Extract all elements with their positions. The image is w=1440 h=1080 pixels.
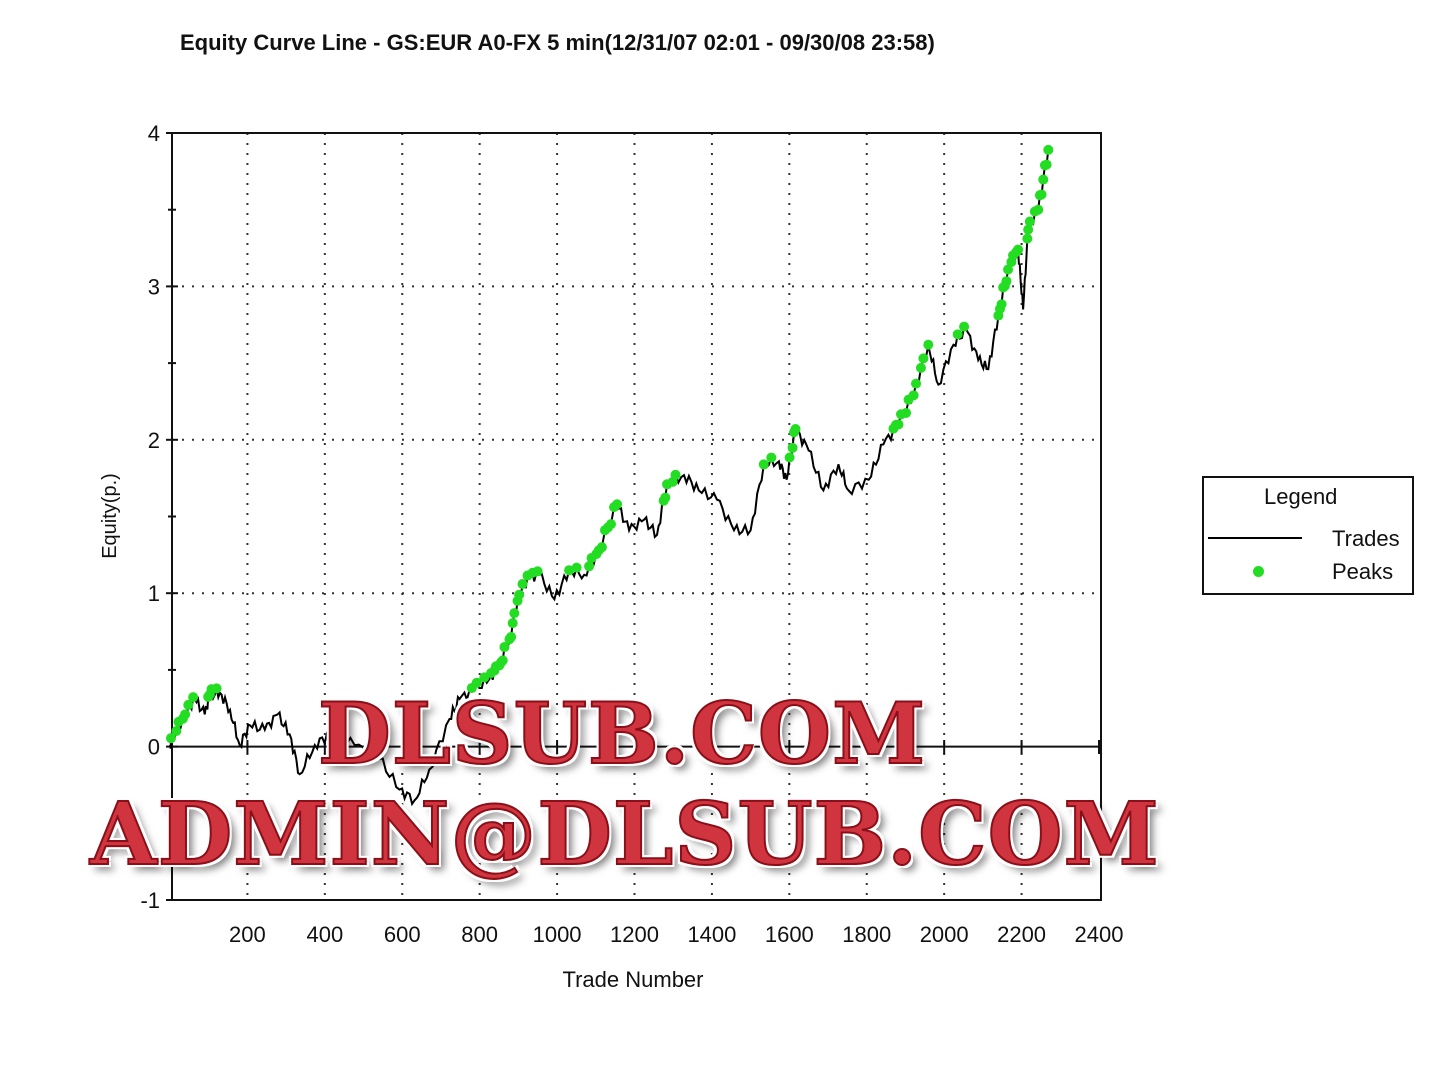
- peak-point: [1043, 144, 1054, 155]
- x-tick-label: 2200: [997, 922, 1046, 947]
- peak-point: [499, 642, 510, 653]
- peak-point: [180, 709, 191, 720]
- watermark-line-2: ADMIN@DLSUB.COM: [89, 784, 1160, 885]
- y-axis-label: Equity(p.): [99, 473, 121, 559]
- peak-point: [183, 699, 194, 710]
- axes: [166, 132, 1101, 901]
- x-tick-label: 1200: [610, 922, 659, 947]
- peak-point: [790, 424, 801, 435]
- peak-point: [606, 519, 617, 530]
- peak-point: [1022, 233, 1033, 244]
- x-tick-label: 800: [461, 922, 498, 947]
- x-axis-label: Trade Number: [562, 967, 703, 992]
- peak-point: [514, 589, 525, 600]
- legend: Legend Trades Peaks: [1202, 476, 1414, 595]
- tick-labels: 200 400 600 800 1000 1200 1400 1600 1800 2000 2200…: [140, 121, 1123, 947]
- peak-point: [1001, 276, 1012, 287]
- legend-trades-swatch: [1208, 537, 1302, 539]
- x-tick-label: 1600: [765, 922, 814, 947]
- peak-point: [660, 492, 671, 503]
- y-tick-label: -1: [140, 888, 160, 913]
- peak-point: [571, 562, 582, 573]
- peak-point: [171, 726, 182, 737]
- peak-point: [918, 353, 929, 364]
- peak-point: [517, 579, 528, 590]
- peak-point: [784, 452, 795, 463]
- legend-peaks-swatch: [1253, 566, 1264, 577]
- legend-title: Legend: [1264, 484, 1338, 509]
- peak-point: [165, 733, 176, 744]
- peak-point: [211, 683, 222, 694]
- peak-point: [911, 378, 922, 389]
- peak-point: [996, 299, 1007, 310]
- peak-point: [893, 419, 904, 430]
- peak-point: [532, 566, 543, 577]
- legend-peaks-label: Peaks: [1332, 559, 1394, 584]
- y-tick-label: 1: [148, 581, 160, 606]
- x-tick-label: 1800: [842, 922, 891, 947]
- peak-point: [901, 407, 912, 418]
- peak-point: [1036, 189, 1047, 200]
- legend-trades-label: Trades: [1332, 526, 1400, 551]
- peak-point: [596, 542, 607, 553]
- y-tick-label: 2: [148, 428, 160, 453]
- peak-point: [787, 442, 798, 453]
- peak-point: [1023, 224, 1034, 235]
- peak-point: [670, 469, 681, 480]
- peak-point: [908, 390, 919, 401]
- peak-point: [1038, 174, 1049, 185]
- chart-title: Equity Curve Line - GS:EUR A0-FX 5 min(1…: [180, 30, 935, 55]
- peak-point: [509, 608, 520, 619]
- y-tick-label: 0: [148, 735, 160, 760]
- peak-point: [497, 655, 508, 666]
- x-tick-label: 400: [306, 922, 343, 947]
- x-tick-label: 2400: [1075, 922, 1124, 947]
- y-tick-label: 3: [148, 274, 160, 299]
- peak-point: [564, 565, 575, 576]
- peak-point: [766, 452, 777, 463]
- peak-point: [188, 692, 199, 703]
- peak-point: [923, 339, 934, 350]
- peak-point: [1033, 204, 1044, 215]
- x-tick-label: 200: [229, 922, 266, 947]
- peaks-points: [165, 144, 1054, 744]
- peak-point: [612, 499, 623, 510]
- peak-point: [507, 618, 518, 629]
- peak-point: [1041, 159, 1052, 170]
- x-tick-label: 2000: [920, 922, 969, 947]
- peak-point: [959, 321, 970, 332]
- peak-point: [1003, 264, 1014, 275]
- watermark-line-1: DLSUB.COM: [317, 684, 927, 783]
- peak-point: [758, 459, 769, 470]
- peak-point: [584, 561, 595, 572]
- peak-point: [1024, 216, 1035, 227]
- peak-point: [1013, 244, 1024, 255]
- x-tick-label: 600: [384, 922, 421, 947]
- peak-point: [471, 677, 482, 688]
- x-tick-label: 1000: [533, 922, 582, 947]
- peak-point: [506, 631, 517, 642]
- peak-point: [915, 362, 926, 373]
- peak-point: [952, 329, 963, 340]
- x-tick-label: 1400: [687, 922, 736, 947]
- y-tick-label: 4: [148, 121, 160, 146]
